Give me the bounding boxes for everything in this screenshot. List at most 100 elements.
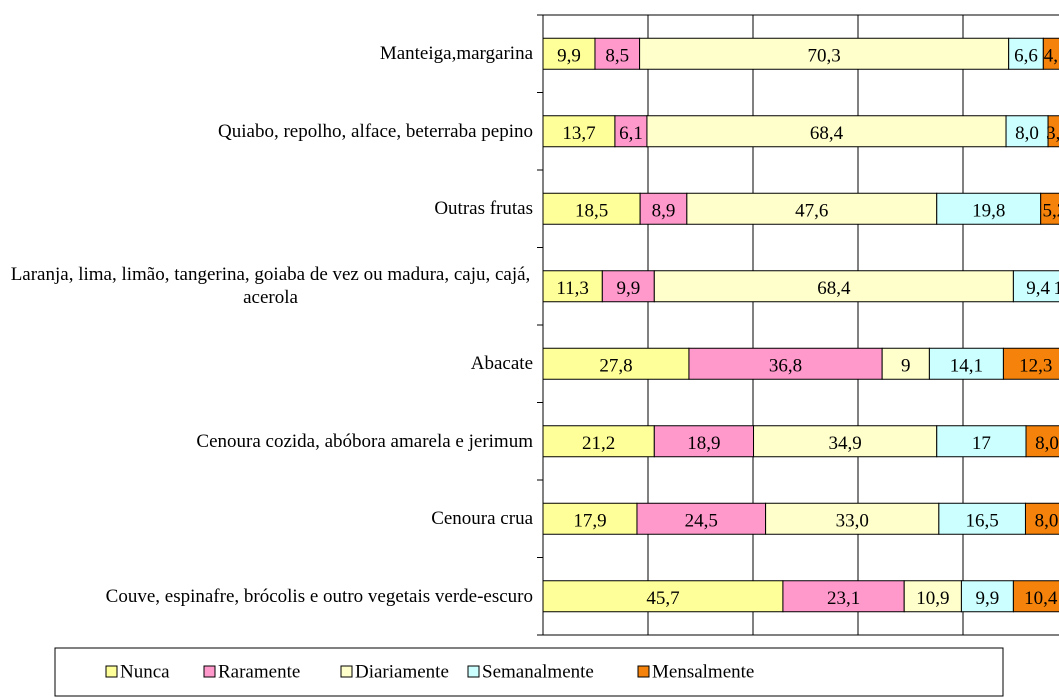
value-label: 18,5 xyxy=(575,200,608,221)
value-label: 9 xyxy=(901,355,911,376)
value-label: 8,5 xyxy=(605,45,629,66)
category-label: Quiabo, repolho, alface, beterraba pepin… xyxy=(218,101,533,161)
bar-segment xyxy=(765,502,940,535)
bar-segment xyxy=(903,580,962,613)
value-label: 3,8 xyxy=(1046,123,1059,144)
category-label: Cenoura crua xyxy=(431,489,533,549)
value-label: 1,0 xyxy=(1054,278,1059,299)
bar-segment xyxy=(653,270,1014,303)
bar-segment xyxy=(1005,115,1049,148)
bar-segment xyxy=(542,425,655,458)
value-label: 6,6 xyxy=(1014,45,1038,66)
bar-segment xyxy=(1008,37,1044,70)
bar-segment xyxy=(636,502,767,535)
category-label: Couve, espinafre, brócolis e outro veget… xyxy=(106,566,533,626)
value-label: 12,3 xyxy=(1019,355,1052,376)
value-label: 24,5 xyxy=(685,510,718,531)
bar-segment xyxy=(1012,580,1059,613)
bar-segment xyxy=(1047,115,1059,148)
value-label: 11,3 xyxy=(556,278,589,299)
value-label: 17 xyxy=(972,433,991,454)
legend-swatch xyxy=(467,665,480,678)
bar-segment xyxy=(1042,37,1059,70)
value-label: 36,8 xyxy=(769,355,802,376)
category-text: Cenoura crua xyxy=(431,508,533,530)
value-label: 23,1 xyxy=(827,588,860,609)
legend-label: Diariamente xyxy=(355,662,449,683)
value-label: 14,1 xyxy=(950,355,983,376)
bar-segment xyxy=(542,37,596,70)
value-label: 21,2 xyxy=(582,433,615,454)
bar-segment xyxy=(936,192,1042,225)
legend-swatch xyxy=(105,665,118,678)
bar-segment xyxy=(639,192,688,225)
category-text: Manteiga,margarina xyxy=(379,43,533,65)
category-label: Abacate xyxy=(471,334,533,394)
bar-segment xyxy=(1024,502,1059,535)
bar-segment xyxy=(960,580,1014,613)
value-label: 9,9 xyxy=(616,278,640,299)
category-label: Outras frutas xyxy=(434,179,533,239)
value-label: 8,0 xyxy=(1015,123,1039,144)
bar-segment xyxy=(1002,347,1059,380)
value-label: 17,9 xyxy=(573,510,606,531)
category-text: Cenoura cozida, abóbora amarela e jerimu… xyxy=(196,430,533,452)
value-label: 5,2 xyxy=(1042,200,1059,221)
bar-segment xyxy=(594,37,641,70)
bar-segment xyxy=(928,347,1004,380)
value-label: 8,9 xyxy=(652,200,676,221)
value-label: 68,4 xyxy=(817,278,851,299)
legend-label: Nunca xyxy=(120,662,170,683)
bar-segment xyxy=(1025,425,1059,458)
bar-segment xyxy=(782,580,905,613)
bar-segment xyxy=(881,347,930,380)
bar-segment xyxy=(1040,192,1059,225)
value-label: 18,9 xyxy=(687,433,720,454)
category-text: Couve, espinafre, brócolis e outro veget… xyxy=(105,585,533,607)
legend-label: Semanalmente xyxy=(482,662,594,683)
value-label: 16,5 xyxy=(966,510,999,531)
category-label: Laranja, lima, limão, tangerina, goiaba … xyxy=(8,256,533,316)
bar-segment xyxy=(646,115,1007,148)
bar-segment xyxy=(936,425,1027,458)
category-label: Cenoura cozida, abóbora amarela e jerimu… xyxy=(196,411,533,471)
bar-segment xyxy=(639,37,1010,70)
legend-label: Raramente xyxy=(218,662,300,683)
legend-label: Mensalmente xyxy=(652,662,754,683)
legend-swatch xyxy=(340,665,353,678)
bar-segment xyxy=(686,192,938,225)
bar-segment xyxy=(542,115,616,148)
bar-segment xyxy=(542,502,638,535)
value-label: 8,0 xyxy=(1035,510,1059,531)
value-label: 47,6 xyxy=(795,200,828,221)
value-label: 70,3 xyxy=(808,45,841,66)
legend-swatch xyxy=(637,665,650,678)
bar-segment xyxy=(614,115,648,148)
value-label: 6,1 xyxy=(619,123,643,144)
value-label: 27,8 xyxy=(599,355,632,376)
value-label: 34,9 xyxy=(829,433,862,454)
bar-segment xyxy=(1012,270,1059,303)
bar-segment xyxy=(938,502,1026,535)
category-text: Outras frutas xyxy=(434,198,533,220)
value-label: 4,7 xyxy=(1044,45,1059,66)
value-label: 9,4 xyxy=(1026,278,1050,299)
value-label: 9,9 xyxy=(557,45,581,66)
category-label: Manteiga,margarina xyxy=(380,24,533,84)
legend-box xyxy=(54,647,1004,697)
value-label: 10,4 xyxy=(1024,588,1058,609)
value-label: 13,7 xyxy=(562,123,595,144)
bar-segment xyxy=(601,270,655,303)
value-label: 9,9 xyxy=(976,588,1000,609)
category-text: Laranja, lima, limão, tangerina, goiaba … xyxy=(10,264,531,309)
category-text: Quiabo, repolho, alface, beterraba pepin… xyxy=(218,120,533,142)
legend-swatch xyxy=(203,665,216,678)
value-label: 45,7 xyxy=(646,588,679,609)
value-label: 19,8 xyxy=(972,200,1005,221)
bar-segment xyxy=(688,347,883,380)
bar-segment xyxy=(753,425,938,458)
value-label: 8,0 xyxy=(1035,433,1059,454)
value-label: 33,0 xyxy=(836,510,869,531)
